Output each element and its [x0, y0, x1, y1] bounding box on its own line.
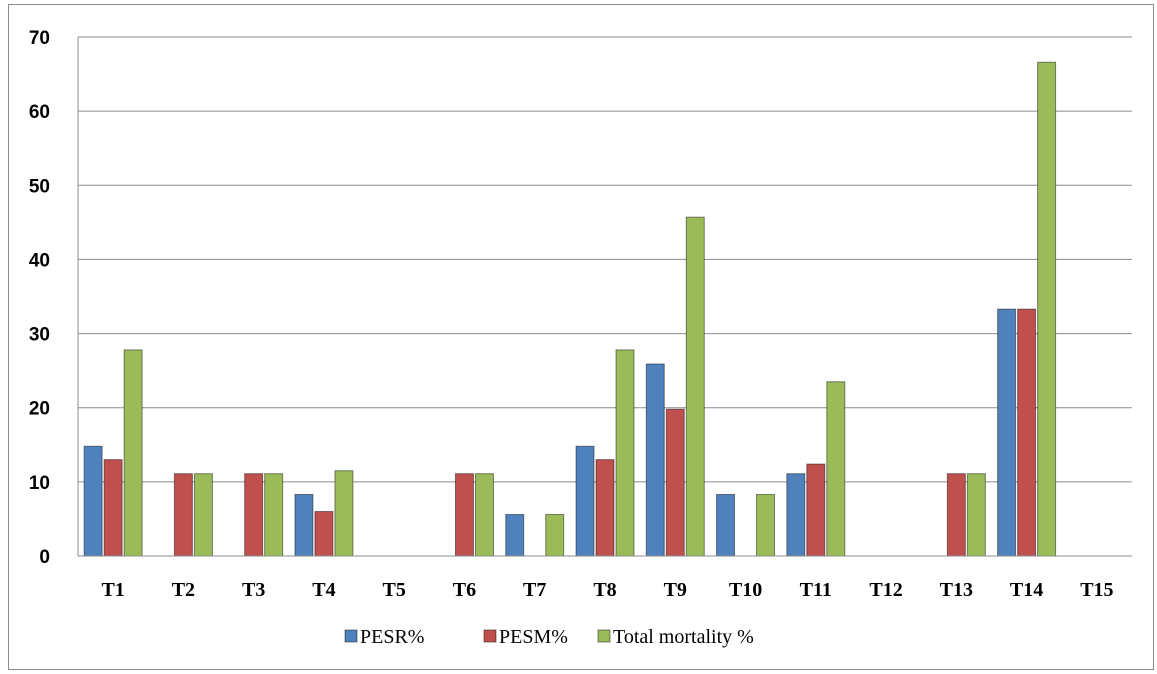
bar-pesr-t10: [716, 493, 736, 557]
bar-total-mortality-t11: [826, 381, 846, 557]
x-tick-label: T10: [729, 579, 762, 601]
x-tick-label: T9: [664, 579, 687, 601]
bar-pesm-t8: [595, 459, 615, 557]
bar-pesm-t13: [946, 473, 966, 557]
bar-total-mortality-t10: [756, 493, 776, 557]
bar-pesm-t9: [665, 408, 685, 557]
x-tick-label: T8: [593, 579, 616, 601]
bar-pesr-t1: [83, 445, 103, 557]
x-tick-label: T3: [242, 579, 265, 601]
bar-pesr-t9: [645, 363, 665, 557]
x-tick-label: T2: [172, 579, 195, 601]
y-tick-label: 60: [29, 102, 50, 123]
legend-swatch: [597, 629, 611, 643]
x-axis-ticks: T1 T2 T3 T4 T5 T6 T7 T8 T9 T10 T11 T12 T13 T14 T15: [101, 579, 1113, 601]
bar-pesm-t2: [173, 473, 193, 557]
x-tick-label: T15: [1080, 579, 1113, 601]
gridlines: [78, 36, 1132, 483]
bar-pesm-t1: [103, 459, 123, 557]
axes: [77, 37, 1132, 557]
y-tick-label: 20: [29, 399, 50, 420]
bar-total-mortality-t8: [615, 349, 635, 557]
x-tick-label: T5: [383, 579, 406, 601]
y-tick-label: 50: [29, 176, 50, 197]
bars: [83, 61, 1057, 557]
bar-pesr-t14: [997, 308, 1017, 557]
bar-total-mortality-t2: [193, 473, 213, 557]
x-tick-label: T6: [453, 579, 476, 601]
bar-pesm-t14: [1017, 308, 1037, 557]
bar-total-mortality-t9: [685, 216, 705, 557]
y-tick-label: 40: [29, 250, 50, 271]
bar-pesr-t11: [786, 473, 806, 557]
bar-total-mortality-t13: [966, 473, 986, 557]
x-tick-label: T7: [523, 579, 546, 601]
y-tick-label: 70: [29, 28, 50, 49]
legend-label: PESM%: [499, 626, 568, 648]
y-tick-label: 10: [29, 473, 50, 494]
legend-label: PESR%: [360, 626, 424, 648]
legend-label: Total mortality %: [613, 626, 754, 648]
y-tick-label: 0: [39, 547, 50, 568]
x-tick-label: T1: [101, 579, 124, 601]
bar-pesr-t4: [294, 493, 314, 557]
bar-pesm-t11: [806, 463, 826, 557]
bar-pesr-t8: [575, 445, 595, 557]
x-tick-label: T11: [800, 579, 832, 601]
bar-pesm-t3: [244, 473, 264, 557]
x-tick-label: T12: [869, 579, 902, 601]
y-tick-label: 30: [29, 325, 50, 346]
x-tick-label: T4: [312, 579, 335, 601]
legend-swatch: [483, 629, 497, 643]
chart-frame: [8, 4, 1154, 670]
bar-total-mortality-t14: [1037, 61, 1057, 557]
bar-total-mortality-t7: [545, 513, 565, 557]
bar-pesr-t7: [505, 513, 525, 557]
bar-total-mortality-t1: [123, 349, 143, 557]
y-axis-ticks: 0 10 20 30 40 50 60 70: [29, 28, 50, 568]
bar-total-mortality-t4: [334, 470, 354, 557]
bar-total-mortality-t6: [474, 473, 494, 557]
bar-total-mortality-t3: [264, 473, 284, 557]
x-tick-label: T13: [940, 579, 973, 601]
legend-swatch: [344, 629, 358, 643]
bar-pesm-t6: [454, 473, 474, 557]
x-tick-label: T14: [1010, 579, 1043, 601]
legend: PESR% PESM% Total mortality %: [344, 626, 754, 648]
bar-pesm-t4: [314, 511, 334, 557]
